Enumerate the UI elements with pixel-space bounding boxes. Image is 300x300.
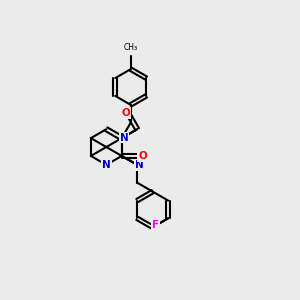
Text: N: N xyxy=(102,160,111,170)
Text: O: O xyxy=(138,151,147,161)
Text: CH₃: CH₃ xyxy=(124,43,138,52)
Text: N: N xyxy=(120,133,128,142)
Text: F: F xyxy=(152,220,159,230)
Text: N: N xyxy=(135,160,144,170)
Text: O: O xyxy=(122,108,130,118)
